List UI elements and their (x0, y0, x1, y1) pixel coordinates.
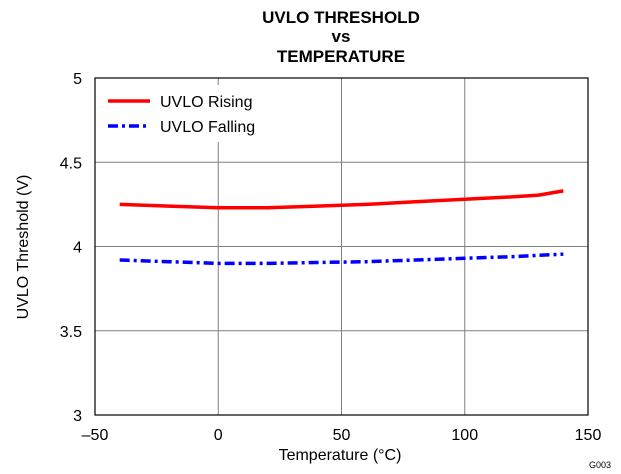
y-tick-labels: 3 3.5 4 4.5 5 (60, 71, 82, 425)
chart-title-line-2: vs (332, 27, 351, 46)
figure-code: G003 (589, 460, 611, 470)
series-line-uvlo-rising (119, 189, 564, 210)
x-tick-label: –50 (82, 427, 109, 444)
legend-label: UVLO Rising (160, 94, 252, 111)
x-tick-labels: –50 0 50 100 150 (82, 427, 602, 444)
x-tick-label: 0 (214, 427, 223, 444)
legend: UVLO Rising UVLO Falling (100, 85, 282, 142)
grid-lines (95, 78, 588, 415)
legend-label: UVLO Falling (160, 119, 255, 136)
chart-title-line-3: TEMPERATURE (277, 47, 405, 66)
chart-title: UVLO THRESHOLD vs TEMPERATURE (262, 8, 420, 66)
y-tick-label: 3.5 (60, 324, 82, 341)
y-tick-label: 4 (73, 240, 82, 257)
plot-frame (94, 77, 589, 416)
x-tick-label: 100 (451, 427, 478, 444)
y-tick-label: 3 (73, 408, 82, 425)
x-tick-label: 150 (575, 427, 602, 444)
series-lines (119, 189, 564, 266)
chart-title-line-1: UVLO THRESHOLD (262, 8, 420, 27)
legend-box (100, 85, 282, 142)
y-axis-label: UVLO Threshold (V) (15, 175, 32, 320)
y-tick-label: 5 (73, 71, 82, 88)
y-tick-label: 4.5 (60, 155, 82, 172)
x-tick-label: 50 (333, 427, 351, 444)
x-axis-label: Temperature (°C) (279, 447, 402, 464)
